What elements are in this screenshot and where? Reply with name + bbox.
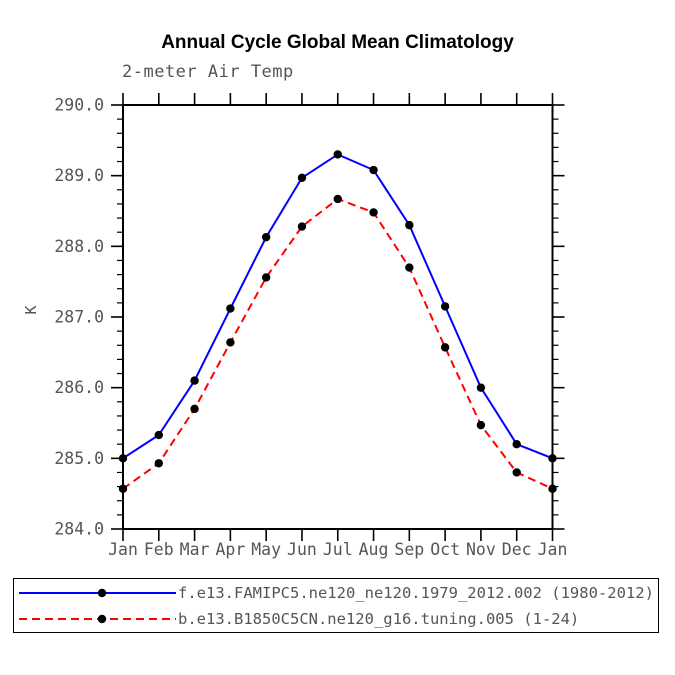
x-tick-label: Jun <box>287 540 317 559</box>
data-point <box>118 484 128 493</box>
x-tick-label: Jan <box>108 540 138 559</box>
series-line-1 <box>122 197 553 490</box>
x-tick-label: Nov <box>466 540 496 559</box>
y-tick-label: 284.0 <box>54 520 104 539</box>
y-tick-label: 287.0 <box>54 308 104 327</box>
y-tick-label: 285.0 <box>54 449 104 468</box>
legend-line-sample <box>19 614 176 623</box>
data-point <box>548 484 557 493</box>
data-point <box>118 454 128 463</box>
data-point <box>512 468 521 477</box>
data-point <box>440 343 450 352</box>
x-tick-label: Feb <box>144 540 174 559</box>
x-tick-label: Oct <box>430 540 460 559</box>
data-point <box>297 173 307 182</box>
legend-label: b.e13.B1850C5CN.ne120_g16.tuning.005 (1-… <box>178 609 580 628</box>
y-tick-label: 286.0 <box>54 378 104 397</box>
chart-subtitle: 2-meter Air Temp <box>122 62 294 82</box>
legend-marker <box>97 614 107 623</box>
y-axis-title: K <box>22 305 40 314</box>
plot-area: Jan Feb Mar Apr May Jun Jul Aug Sep Oct Nov Dec Jan2… <box>22 93 568 559</box>
y-tick-label: 289.0 <box>54 166 104 185</box>
legend-marker <box>97 588 107 597</box>
x-tick-label: Apr <box>215 540 245 559</box>
data-point <box>261 232 271 242</box>
data-point <box>190 404 199 414</box>
data-point <box>405 263 414 272</box>
data-point <box>297 222 307 231</box>
legend-item: f.e13.FAMIPC5.ne120_ne120.1979_2012.002 … <box>14 580 658 606</box>
data-point <box>476 420 486 430</box>
x-tick-label: May <box>251 540 281 559</box>
legend-label: f.e13.FAMIPC5.ne120_ne120.1979_2012.002 … <box>178 583 654 602</box>
x-tick-label: Jan <box>538 540 568 559</box>
legend-line-sample <box>19 588 176 597</box>
data-point <box>154 430 163 440</box>
x-tick-label: Sep <box>394 540 424 559</box>
x-tick-label: Mar <box>180 540 210 559</box>
data-point <box>333 194 342 204</box>
legend-item: b.e13.B1850C5CN.ne120_g16.tuning.005 (1-… <box>14 606 658 632</box>
data-point <box>369 165 378 175</box>
y-tick-label: 288.0 <box>54 237 104 256</box>
data-point <box>440 302 450 311</box>
data-point <box>261 273 271 282</box>
x-tick-label: Dec <box>502 540 532 559</box>
legend: f.e13.FAMIPC5.ne120_ne120.1979_2012.002 … <box>13 578 659 633</box>
data-point <box>190 376 199 385</box>
data-point <box>548 454 557 463</box>
data-point <box>333 150 342 159</box>
data-point <box>369 208 378 217</box>
chart-title: Annual Cycle Global Mean Climatology <box>161 32 514 53</box>
data-point <box>226 338 235 347</box>
plot-frame <box>122 104 554 530</box>
data-point <box>405 220 414 230</box>
y-tick-label: 290.0 <box>54 96 104 115</box>
data-point <box>512 440 521 449</box>
data-point <box>226 304 235 313</box>
data-point <box>154 459 163 468</box>
x-tick-label: Aug <box>359 540 389 559</box>
data-point <box>476 383 486 392</box>
x-tick-label: Jul <box>323 540 353 559</box>
